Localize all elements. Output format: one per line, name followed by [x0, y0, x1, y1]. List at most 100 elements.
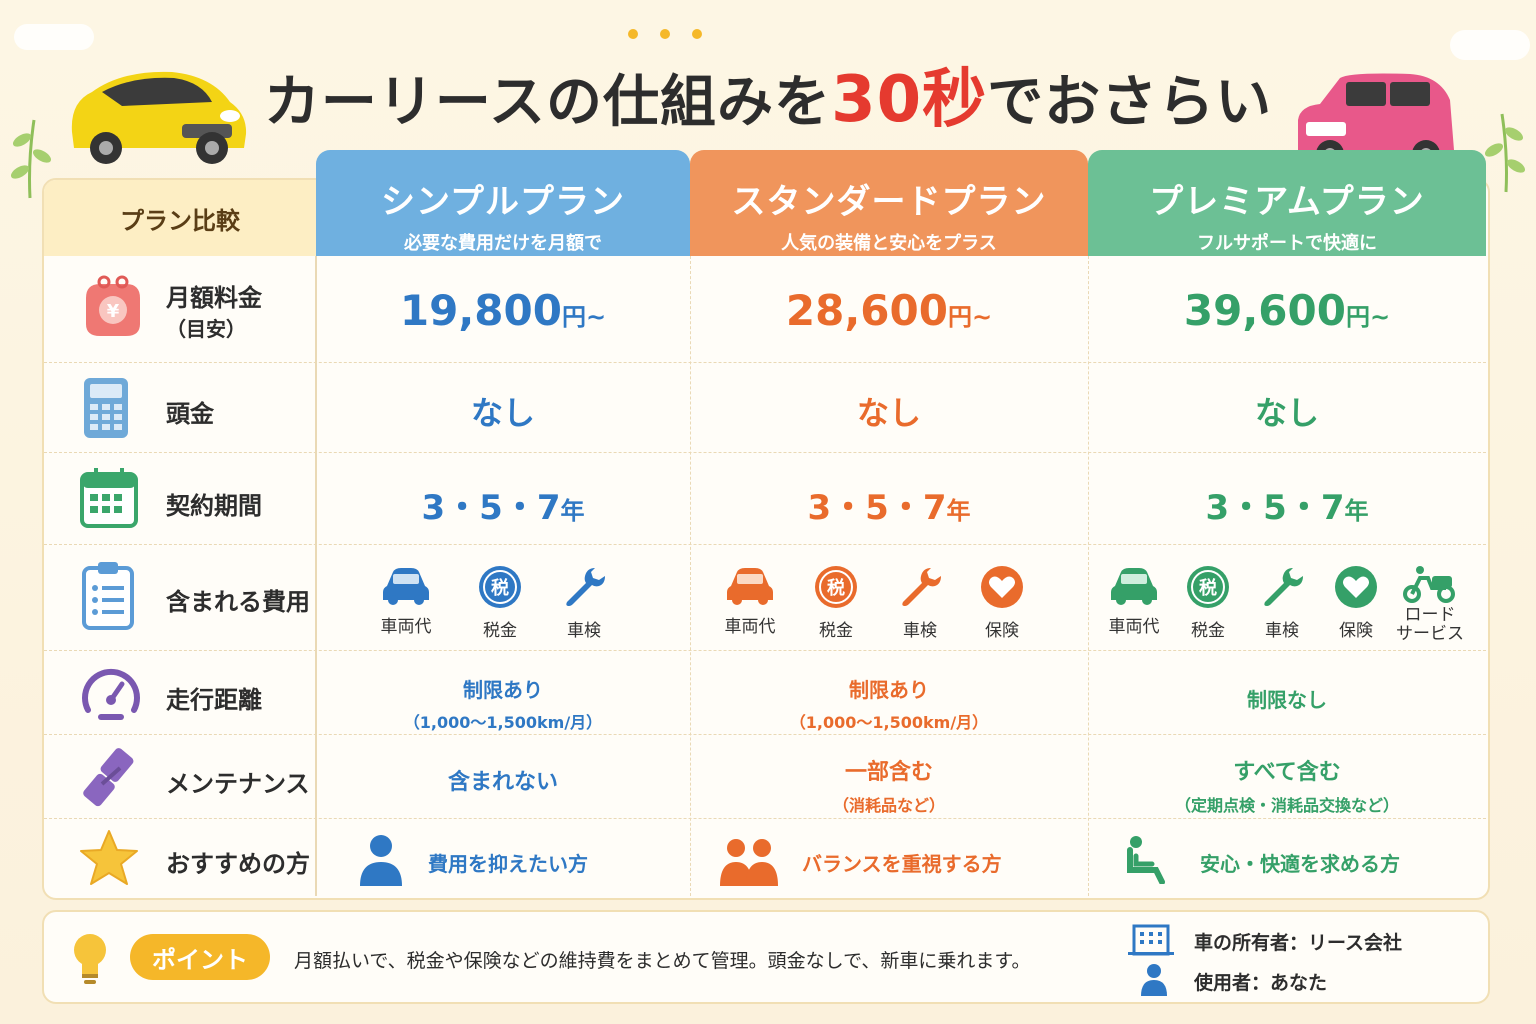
column-divider — [690, 256, 691, 896]
row-divider — [44, 544, 1486, 545]
calendar-icon — [80, 468, 138, 528]
column-divider — [315, 256, 317, 896]
price-simple: 19,800円~ — [399, 286, 607, 335]
wallet-yen-icon: ¥ — [86, 275, 140, 336]
feature-tax: 税 税金 — [1168, 564, 1248, 641]
car-icon — [727, 568, 773, 605]
sparkle-dots — [628, 24, 724, 43]
column-divider — [1088, 256, 1089, 896]
car-icon — [383, 568, 429, 605]
feature-inspection: 車検 — [1242, 564, 1322, 641]
row-divider — [44, 734, 1486, 735]
table-background — [42, 178, 1490, 900]
svg-text:税: 税 — [827, 577, 845, 599]
row-label-term: 契約期間 — [166, 492, 262, 520]
term-simple: 3・5・7年 — [421, 488, 585, 528]
speedometer-icon — [82, 668, 140, 720]
point-footer: ポイント 月額払いで、税金や保険などの維持費をまとめて管理。頭金なしで、新車に乗… — [42, 910, 1490, 1004]
heart-icon — [981, 566, 1023, 608]
wrench-maintenance-icon — [83, 748, 134, 807]
wrench-icon — [566, 568, 605, 606]
star-icon — [80, 830, 138, 885]
person-icon — [360, 835, 402, 886]
person-icon — [1141, 964, 1167, 996]
row-label-recommended: おすすめの方 — [166, 850, 310, 878]
people-icon — [720, 839, 778, 886]
term-standard: 3・5・7年 — [807, 488, 971, 528]
tax-icon: 税 — [1187, 566, 1229, 608]
row-label-maintenance: メンテナンス — [166, 770, 310, 798]
road-service-icon — [1403, 566, 1455, 603]
lightbulb-icon — [74, 934, 106, 984]
yellow-car-illustration — [71, 71, 247, 164]
clipboard-icon — [82, 562, 134, 630]
recommended-simple: 費用を抑えたい方 — [428, 852, 588, 876]
plan-subtitle: 人気の装備と安心をプラス — [781, 233, 997, 254]
leaf-decoration — [10, 119, 52, 199]
maintenance-simple: 含まれない — [447, 770, 558, 795]
down-payment-premium: なし — [1254, 394, 1319, 432]
feature-inspection: 車検 — [880, 564, 960, 641]
maintenance-premium: すべて含む （定期点検・消耗品交換など） — [1174, 760, 1399, 815]
plan-name: プレミアムプラン — [1149, 182, 1425, 222]
svg-text:税: 税 — [1199, 577, 1217, 599]
seat-icon — [1127, 836, 1165, 884]
plan-subtitle: 必要な費用だけを月額で — [404, 233, 602, 254]
mileage-standard: 制限あり （1,000～1,500km/月） — [789, 678, 989, 732]
row-divider — [44, 362, 1486, 363]
feature-insurance: 保険 — [1316, 564, 1396, 641]
plan-name: スタンダードプラン — [731, 182, 1047, 222]
page-title: カーリースの仕組みを30秒でおさらい — [263, 63, 1273, 137]
point-note: 月額払いで、税金や保険などの維持費をまとめて管理。頭金なしで、新車に乗れます。 — [294, 950, 1031, 972]
tax-icon: 税 — [479, 566, 521, 608]
price-premium: 39,600円~ — [1183, 286, 1391, 335]
wrench-icon — [1264, 568, 1303, 606]
down-payment-simple: なし — [470, 394, 535, 432]
feature-vehicle: 車両代 — [1094, 564, 1174, 637]
row-divider — [44, 650, 1486, 651]
corner-label: プラン比較 — [44, 180, 316, 256]
svg-text:¥: ¥ — [107, 301, 120, 322]
price-standard: 28,600円~ — [785, 286, 993, 335]
recommended-standard: バランスを重視する方 — [802, 852, 1002, 876]
row-label-included: 含まれる費用 — [166, 588, 310, 616]
row-label-note: （目安） — [166, 317, 246, 341]
plan-header-simple: シンプルプラン 必要な費用だけを月額で — [316, 150, 690, 256]
point-badge: ポイント — [130, 934, 270, 980]
feature-vehicle: 車両代 — [710, 564, 790, 637]
leaf-decoration — [1484, 113, 1526, 193]
calculator-icon — [84, 378, 128, 438]
row-label-mileage: 走行距離 — [166, 686, 262, 714]
feature-inspection: 車検 — [544, 564, 624, 641]
mileage-premium: 制限なし — [1247, 688, 1327, 712]
term-premium: 3・5・7年 — [1205, 488, 1369, 528]
feature-tax: 税 税金 — [796, 564, 876, 641]
cloud-decoration — [14, 24, 94, 50]
feature-insurance: 保険 — [962, 564, 1042, 641]
plan-comparison-table: プラン比較 シンプルプラン 必要な費用だけを月額で スタンダードプラン 人気の装… — [42, 150, 1490, 900]
row-label-down-payment: 頭金 — [166, 400, 214, 428]
plan-subtitle: フルサポートで快適に — [1197, 233, 1377, 254]
wrench-icon — [902, 568, 941, 606]
feature-tax: 税 税金 — [460, 564, 540, 641]
feature-road-service: ロード サービス — [1390, 564, 1470, 643]
building-icon — [1128, 924, 1174, 956]
row-label-monthly-fee: 月額料金 （目安） — [166, 284, 262, 341]
row-divider — [44, 818, 1486, 819]
plan-header-standard: スタンダードプラン 人気の装備と安心をプラス — [690, 150, 1088, 256]
user-text: 使用者：あなた — [1194, 972, 1328, 994]
plan-name: シンプルプラン — [381, 182, 625, 222]
svg-text:税: 税 — [491, 577, 509, 599]
maintenance-standard: 一部含む （消耗品など） — [832, 760, 945, 815]
owner-text: 車の所有者：リース会社 — [1194, 932, 1403, 954]
row-divider — [44, 452, 1486, 453]
cloud-decoration — [1450, 30, 1530, 60]
recommended-premium: 安心・快適を求める方 — [1200, 852, 1400, 876]
tax-icon: 税 — [815, 566, 857, 608]
heart-icon — [1335, 566, 1377, 608]
car-icon — [1111, 568, 1157, 605]
mileage-simple: 制限あり （1,000～1,500km/月） — [403, 678, 603, 732]
plan-header-premium: プレミアムプラン フルサポートで快適に — [1088, 150, 1486, 256]
feature-vehicle: 車両代 — [366, 564, 446, 637]
down-payment-standard: なし — [856, 394, 921, 432]
